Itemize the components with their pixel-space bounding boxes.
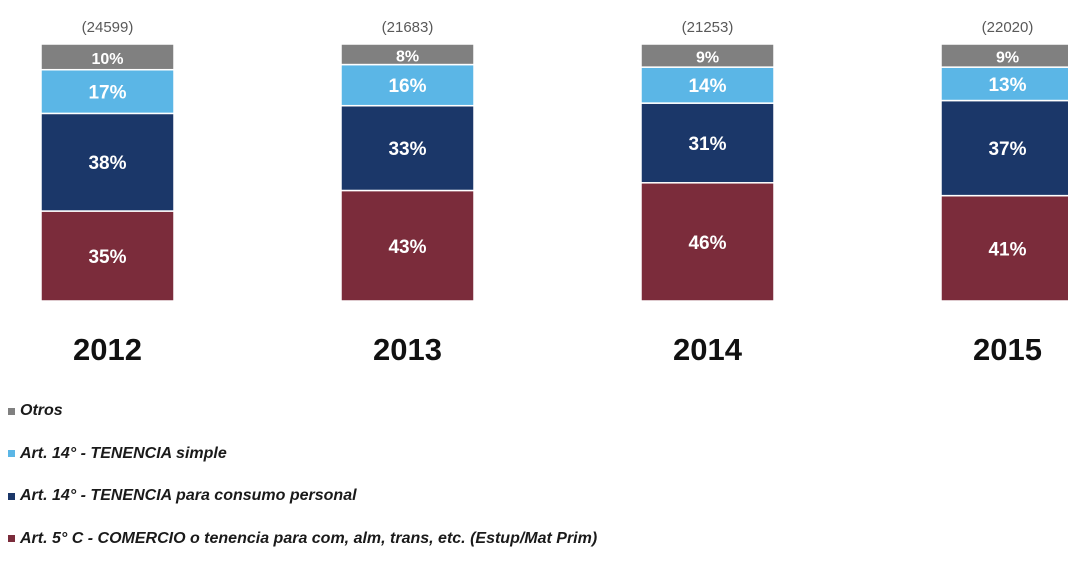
data-label-otros-2015: 9% <box>996 50 1019 67</box>
total-label-2015: (22020) <box>982 19 1034 36</box>
bar-segment-consumo-personal-2015 <box>940 99 1068 197</box>
legend-label-comercio: Art. 5° C - COMERCIO o tenencia para com… <box>20 529 598 547</box>
legend-swatch-consumo-personal <box>8 492 15 500</box>
legend-label-tenencia-simple: Art. 14° - TENENCIA simple <box>20 444 227 462</box>
data-label-comercio-2015: 41% <box>988 239 1026 260</box>
legend-item-tenencia-simple: Art. 14° - TENENCIA simple <box>8 443 1058 465</box>
category-label-2014: 2014 <box>673 332 743 367</box>
data-label-consumo-personal-2012: 38% <box>88 153 126 174</box>
bar-segment-otros-2014 <box>640 43 775 68</box>
data-label-otros-2012: 10% <box>91 51 123 68</box>
legend-label-otros: Otros <box>20 402 63 419</box>
data-label-comercio-2013: 43% <box>388 237 426 258</box>
bar-segment-comercio-2014 <box>640 182 775 302</box>
legend-swatch-tenencia-simple <box>8 450 15 457</box>
legend-item-consumo-personal: Art. 14° - TENENCIA para consumo persona… <box>8 485 1058 507</box>
bar-segment-consumo-personal-2013 <box>340 104 475 192</box>
bars-layer: 35% 38% 17% 10% (24599) 2012 43% 33% 16% 8% (21683… <box>40 19 1068 367</box>
category-label-2015: 2015 <box>973 332 1042 367</box>
bar-segment-otros-2015 <box>940 43 1068 68</box>
category-label-2012: 2012 <box>73 332 142 367</box>
data-label-otros-2013: 8% <box>396 48 419 65</box>
legend-swatch-comercio <box>8 535 15 542</box>
data-label-tenencia-simple-2015: 13% <box>988 75 1026 96</box>
total-label-2013: (21683) <box>382 19 434 36</box>
data-label-tenencia-simple-2012: 17% <box>88 83 126 104</box>
total-label-2012: (24599) <box>82 19 134 36</box>
legend: Otros Art. 14° - TENENCIA simple Art. 14… <box>8 400 1058 570</box>
bar-segment-comercio-2013 <box>340 189 475 302</box>
legend-label-consumo-personal: Art. 14° - TENENCIA para consumo persona… <box>20 487 357 504</box>
bar-segment-otros-2013 <box>340 43 475 66</box>
data-label-otros-2014: 9% <box>696 50 719 67</box>
bar-segment-consumo-personal-2012 <box>40 112 175 212</box>
category-label-2013: 2013 <box>373 332 442 367</box>
data-label-tenencia-simple-2014: 14% <box>688 76 726 97</box>
bar-segment-comercio-2015 <box>940 194 1068 302</box>
total-label-2014: (21253) <box>682 19 734 36</box>
bar-segment-consumo-personal-2014 <box>640 102 775 184</box>
data-label-consumo-personal-2015: 37% <box>988 139 1026 160</box>
bar-segment-comercio-2012 <box>40 210 175 302</box>
bar-segment-otros-2012 <box>40 43 175 71</box>
data-label-tenencia-simple-2013: 16% <box>388 76 426 97</box>
bar-segment-tenencia-simple-2012 <box>40 68 175 115</box>
data-label-consumo-personal-2014: 31% <box>688 134 726 155</box>
bar-segment-tenencia-simple-2014 <box>640 66 775 104</box>
legend-swatch-otros <box>8 407 15 415</box>
legend-item-otros: Otros <box>8 400 1058 422</box>
legend-item-comercio: Art. 5° C - COMERCIO o tenencia para com… <box>8 528 1058 550</box>
data-label-consumo-personal-2013: 33% <box>388 139 426 160</box>
data-label-comercio-2014: 46% <box>688 233 726 254</box>
data-label-comercio-2012: 35% <box>88 247 126 268</box>
